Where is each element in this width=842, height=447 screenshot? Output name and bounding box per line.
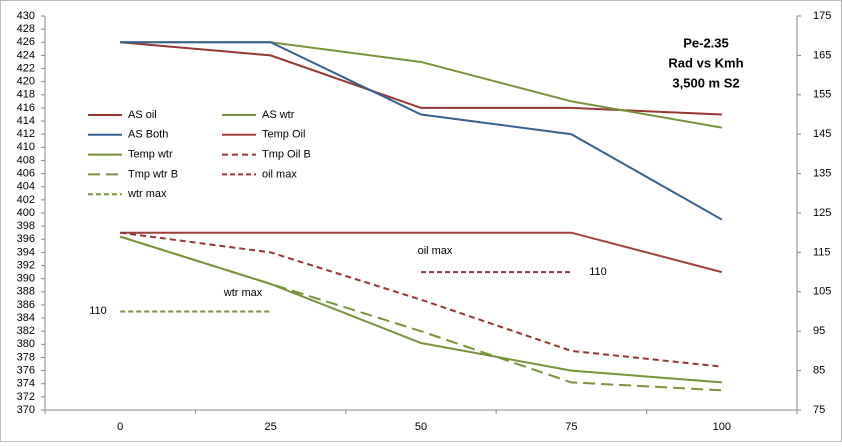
series-line — [119, 235, 722, 392]
y-tick-label: 422 — [17, 62, 35, 74]
y-tick-label: 384 — [17, 312, 35, 324]
y-tick-label: 430 — [17, 10, 35, 22]
y2-tick-label: 155 — [813, 89, 831, 101]
y2-tick-label: 85 — [813, 365, 825, 377]
y2-tick-label: 125 — [813, 207, 831, 219]
legend-label: Tmp wtr B — [128, 168, 178, 180]
y-tick-label: 398 — [17, 220, 35, 232]
y-tick-label: 414 — [17, 115, 35, 127]
chart-title: 3,500 m S2 — [672, 75, 739, 90]
x-tick-label: 75 — [565, 421, 577, 433]
legend-label: AS oil — [128, 109, 157, 121]
y-tick-label: 400 — [17, 207, 35, 219]
x-tick-label: 50 — [415, 421, 427, 433]
y-tick-label: 410 — [17, 141, 35, 153]
x-tick-label: 25 — [264, 421, 276, 433]
x-tick-label: 0 — [117, 421, 123, 433]
y-tick-label: 426 — [17, 36, 35, 48]
y-tick-label: 402 — [17, 194, 35, 206]
y2-tick-label: 115 — [813, 246, 831, 258]
y-tick-label: 418 — [17, 89, 35, 101]
y-tick-label: 416 — [17, 102, 35, 114]
y-tick-label: 408 — [17, 154, 35, 166]
legend-label: Tmp Oil B — [262, 149, 311, 161]
y-tick-label: 382 — [17, 325, 35, 337]
y2-tick-label: 175 — [813, 10, 831, 22]
title-box — [665, 32, 747, 96]
y2-tick-label: 105 — [813, 286, 831, 298]
legend-label: Temp wtr — [128, 149, 173, 161]
legend-label: AS wtr — [262, 109, 295, 121]
y2-tick-label: 95 — [813, 325, 825, 337]
y2-tick-label: 145 — [813, 128, 831, 140]
series-line — [120, 231, 723, 274]
y-tick-label: 406 — [17, 168, 35, 180]
y-tick-label: 378 — [17, 351, 35, 363]
y-tick-label: 372 — [17, 391, 35, 403]
annotation: oil max — [418, 245, 453, 257]
legend-label: oil max — [262, 168, 297, 180]
y-tick-label: 424 — [17, 49, 35, 61]
annotation: 110 — [89, 305, 107, 317]
y-tick-label: 390 — [17, 273, 35, 285]
chart-title: Pe-2.35 — [683, 35, 729, 50]
series-line — [120, 231, 722, 368]
legend-label: wtr max — [127, 188, 167, 200]
y-tick-label: 388 — [17, 286, 35, 298]
y-tick-label: 394 — [17, 246, 35, 258]
y2-tick-label: 135 — [813, 168, 831, 180]
y-tick-label: 396 — [17, 233, 35, 245]
series-line — [119, 235, 722, 384]
y-tick-label: 386 — [17, 299, 35, 311]
y2-tick-label: 165 — [813, 49, 831, 61]
y-tick-label: 412 — [17, 128, 35, 140]
y2-tick-label: 75 — [813, 404, 825, 416]
y-tick-label: 428 — [17, 23, 35, 35]
y-tick-label: 374 — [17, 378, 35, 390]
y-tick-label: 370 — [17, 404, 35, 416]
annotation: 110 — [589, 266, 607, 278]
legend-label: AS Both — [128, 129, 168, 141]
legend-label: Temp Oil — [262, 129, 305, 141]
y-tick-label: 392 — [17, 259, 35, 271]
x-tick-label: 100 — [713, 421, 731, 433]
chart-title: Rad vs Kmh — [668, 55, 743, 70]
annotation: wtr max — [223, 287, 263, 299]
series-line — [120, 41, 723, 221]
y-tick-label: 376 — [17, 365, 35, 377]
y-tick-label: 420 — [17, 76, 35, 88]
y-tick-label: 404 — [17, 181, 35, 193]
y-tick-label: 380 — [17, 338, 35, 350]
